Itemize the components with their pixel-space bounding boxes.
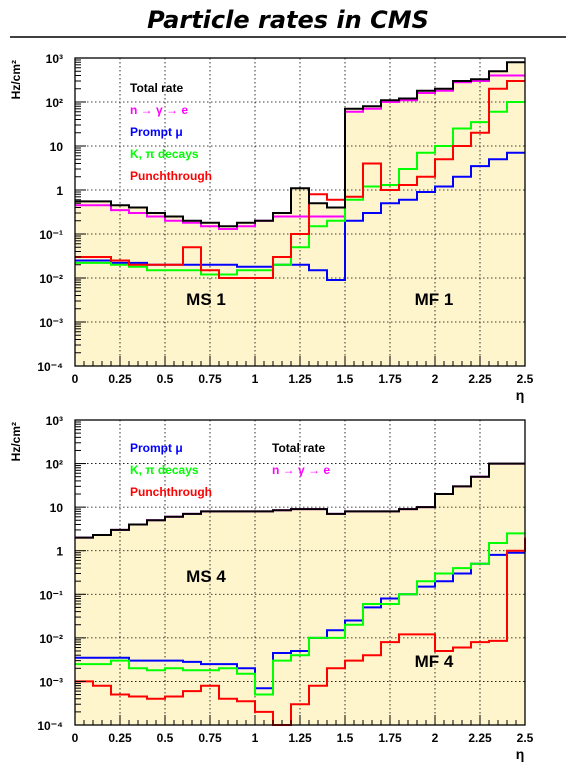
x-tick-label: 0.75 — [198, 731, 222, 745]
series-line-k-decays — [75, 532, 525, 696]
x-tick-label: 0.5 — [157, 372, 174, 386]
x-axis-label: η — [516, 746, 525, 762]
x-tick-label: 1.5 — [337, 372, 354, 386]
y-tick-label: 10⁻¹ — [39, 228, 63, 242]
legend-entry: K, π decays — [130, 463, 199, 477]
x-tick-label: 1.5 — [337, 731, 354, 745]
y-tick-label: 10³ — [46, 414, 63, 428]
x-tick-label: 1 — [252, 731, 259, 745]
x-tick-label: 2.25 — [468, 731, 492, 745]
x-tick-label: 1.75 — [378, 731, 402, 745]
x-tick-label: 2.5 — [517, 731, 534, 745]
x-tick-label: 1.75 — [378, 372, 402, 386]
y-tick-label: 10⁻² — [39, 272, 63, 286]
y-tick-label: 10⁻³ — [39, 316, 63, 330]
legend: Prompt μ K, π decays Punchthrough Total rat… — [130, 441, 330, 499]
series-line-total-rate — [75, 462, 525, 539]
region-label: MF 1 — [415, 290, 454, 309]
x-tick-label: 0.25 — [108, 731, 132, 745]
legend-entry: Total rate — [272, 441, 325, 455]
x-tick-label: 2.25 — [468, 372, 492, 386]
legend-entry: Prompt μ — [130, 441, 183, 455]
y-tick-label: 10 — [50, 140, 64, 154]
series-line-k-decays — [75, 101, 525, 276]
x-tick-label: 0.25 — [108, 372, 132, 386]
series-line-punchthrough — [75, 80, 525, 279]
legend-entry: Total rate — [130, 81, 183, 95]
y-tick-label: 10 — [50, 501, 64, 515]
ticks — [74, 421, 526, 726]
region-label: MF 4 — [415, 652, 454, 671]
y-tick-label: 1 — [56, 545, 63, 559]
series-line-n-e — [75, 74, 525, 230]
x-tick-label: 0 — [72, 372, 79, 386]
x-axis-label: η — [516, 387, 525, 403]
y-tick-label: 10⁻⁴ — [37, 360, 63, 374]
chart-panel-1: 0 0.25 0.5 0.75 1 1.25 1.5 1.75 2 2.25 2.5 10⁻⁴ 10⁻³… — [9, 52, 534, 403]
legend-entry: n → γ → e — [130, 103, 188, 117]
y-tick-label: 10⁻³ — [39, 675, 63, 689]
legend-entry: K, π decays — [130, 147, 199, 161]
legend-entry: Punchthrough — [130, 169, 212, 183]
y-tick-label: 10⁻¹ — [39, 588, 63, 602]
series-line-total-rate — [75, 61, 525, 228]
y-axis-label: Hz/cm² — [9, 422, 23, 461]
x-tick-label: 2 — [432, 731, 439, 745]
series-line-punchthrough — [75, 537, 526, 726]
legend-entry: Punchthrough — [130, 485, 212, 499]
x-tick-label: 0 — [72, 731, 79, 745]
x-tick-label: 0.5 — [157, 731, 174, 745]
y-tick-label: 10² — [46, 458, 63, 472]
region-label: MS 1 — [186, 290, 226, 309]
x-tick-label: 1.25 — [288, 731, 312, 745]
legend-entry: n → γ → e — [272, 463, 330, 477]
x-tick-label: 1.25 — [288, 372, 312, 386]
legend: Total rate n → γ → e Prompt μ K, π decays Pu… — [130, 81, 212, 183]
y-tick-label: 10⁻⁴ — [37, 719, 63, 733]
figure-title: Particle rates in CMS — [147, 6, 429, 34]
y-tick-label: 10⁻² — [39, 632, 63, 646]
x-tick-label: 2.5 — [517, 372, 534, 386]
y-tick-label: 10³ — [46, 52, 63, 66]
y-tick-label: 10² — [46, 96, 63, 110]
x-tick-label: 1 — [252, 372, 259, 386]
y-tick-label: 1 — [56, 184, 63, 198]
chart-panel-2: 0 0.25 0.5 0.75 1 1.25 1.5 1.75 2 2.25 2.5 10⁻⁴ 10⁻³… — [9, 414, 534, 762]
y-axis-label: Hz/cm² — [9, 60, 23, 99]
x-tick-label: 2 — [432, 372, 439, 386]
legend-entry: Prompt μ — [130, 125, 183, 139]
x-tick-label: 0.75 — [198, 372, 222, 386]
ticks — [74, 59, 526, 367]
region-label: MS 4 — [186, 567, 226, 586]
